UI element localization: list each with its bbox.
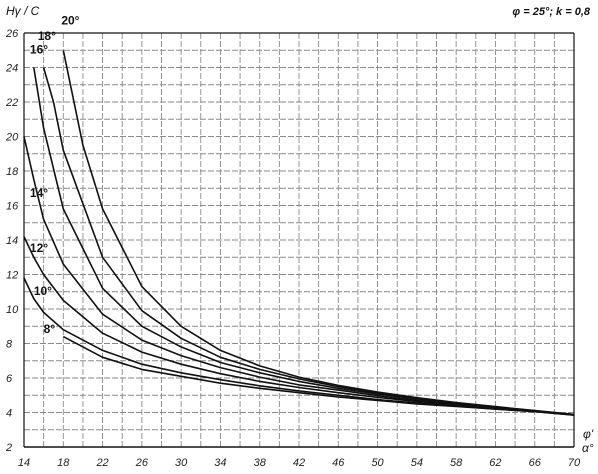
y-axis-title: Hγ / C: [6, 4, 40, 18]
x-tick-label: 70: [568, 457, 581, 469]
x-tick-label: 46: [332, 457, 345, 469]
x-tick-label: 42: [293, 457, 305, 469]
x-tick-label: 62: [489, 457, 501, 469]
curve-label: 18°: [38, 29, 56, 43]
x-tick-label: 18: [57, 457, 70, 469]
y-tick-label: 10: [6, 304, 19, 316]
x-tick-label: 54: [411, 457, 423, 469]
x-tick-label: 30: [175, 457, 188, 469]
x-tick-label: 22: [95, 457, 108, 469]
curve-label: 10°: [34, 284, 52, 298]
y-tick-label: 14: [6, 235, 18, 247]
y-tick-label: 4: [6, 408, 12, 420]
y-tick-label: 22: [5, 97, 18, 109]
y-tick-label: 8: [6, 339, 13, 351]
x-tick-label: 26: [135, 457, 149, 469]
x-tick-labels: 14 18 22 26 30 34 38 42 46 50 54 58 62 66 70: [18, 457, 581, 469]
x-tick-label: 58: [450, 457, 463, 469]
x-tick-label: 38: [254, 457, 267, 469]
y-tick-label: 18: [6, 166, 19, 178]
y-tick-label: 6: [6, 373, 13, 385]
curve-20-deg: [62, 50, 575, 416]
y-tick-label: 12: [6, 270, 18, 282]
parameters-label: φ = 25°; k = 0,8: [512, 6, 590, 18]
curve-labels: 8° 10° 12° 14° 16°18° 20°: [30, 13, 80, 336]
grid: [24, 33, 574, 447]
curve-label: 12°: [30, 241, 48, 255]
y-tick-label: 2: [5, 442, 12, 454]
x-tick-label: 14: [18, 457, 30, 469]
curve-label: 20°: [61, 13, 79, 27]
phi-prime-label: φ': [583, 427, 594, 441]
curves: [23, 50, 575, 416]
y-tick-label: 20: [5, 132, 19, 144]
y-tick-label: 24: [5, 63, 18, 75]
y-tick-label: 26: [5, 28, 19, 40]
x-axis-title: α°: [582, 441, 594, 455]
curve-label: 14°: [30, 186, 48, 200]
x-tick-label: 34: [214, 457, 226, 469]
curve-label: 16°: [30, 43, 48, 57]
x-tick-label: 66: [529, 457, 542, 469]
x-tick-label: 50: [371, 457, 384, 469]
y-tick-label: 16: [6, 201, 19, 213]
curve-label: 8°: [44, 322, 56, 336]
plot-frame: [23, 32, 575, 448]
